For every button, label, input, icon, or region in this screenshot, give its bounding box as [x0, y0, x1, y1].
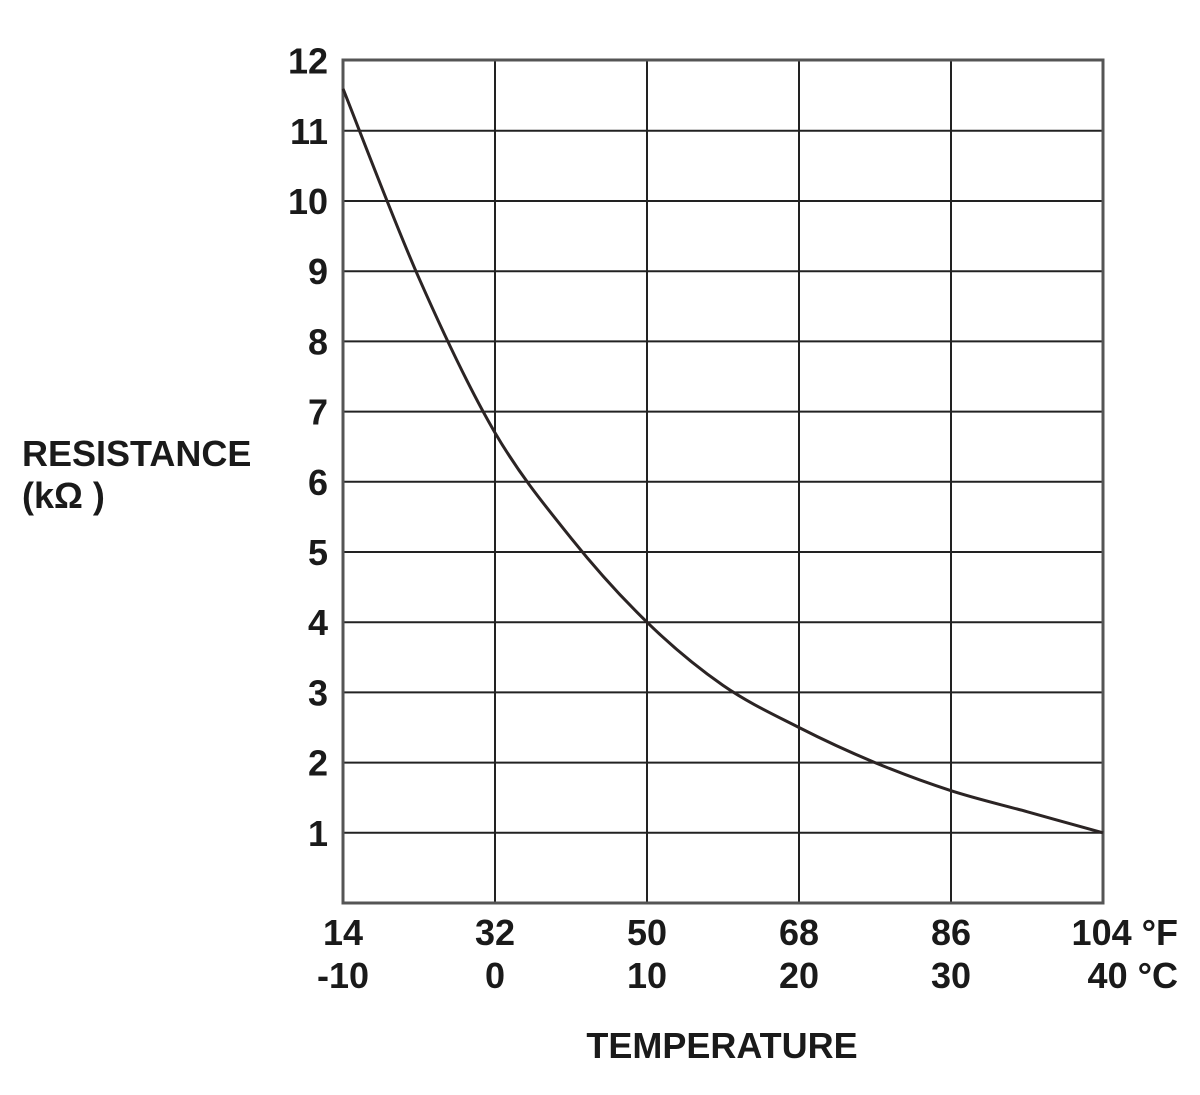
x-tick-label-fahrenheit: 104 °F [1072, 912, 1178, 953]
y-axis-label: RESISTANCE [22, 433, 251, 474]
x-tick-label-celsius: 0 [485, 955, 505, 996]
x-tick-label-fahrenheit: 86 [931, 912, 971, 953]
x-tick-label-celsius: -10 [317, 955, 369, 996]
x-axis-label: TEMPERATURE [586, 1025, 857, 1066]
y-tick-label: 10 [288, 181, 328, 222]
resistance-curve [341, 88, 1104, 835]
y-axis-unit: (kΩ ) [22, 475, 105, 516]
y-tick-label: 1 [308, 813, 328, 854]
y-tick-label: 4 [308, 602, 328, 643]
x-tick-label-celsius: 30 [931, 955, 971, 996]
y-tick-label: 5 [308, 532, 328, 573]
grid [343, 60, 1103, 903]
y-tick-label: 3 [308, 672, 328, 713]
y-tick-label: 11 [290, 111, 328, 152]
y-tick-label: 12 [288, 41, 328, 82]
x-tick-label-fahrenheit: 14 [323, 912, 363, 953]
x-tick-label-fahrenheit: 50 [627, 912, 667, 953]
x-tick-label-celsius: 40 °C [1088, 955, 1178, 996]
plot-frame [341, 58, 1105, 905]
x-tick-label-celsius: 10 [627, 955, 667, 996]
y-tick-label: 8 [308, 321, 328, 362]
x-tick-label-celsius: 20 [779, 955, 819, 996]
y-tick-label: 7 [308, 392, 328, 433]
x-tick-label-fahrenheit: 68 [779, 912, 819, 953]
y-tick-label: 6 [308, 462, 328, 503]
y-tick-label: 2 [308, 743, 328, 784]
y-tick-label: 9 [308, 251, 328, 292]
x-tick-label-fahrenheit: 32 [475, 912, 515, 953]
